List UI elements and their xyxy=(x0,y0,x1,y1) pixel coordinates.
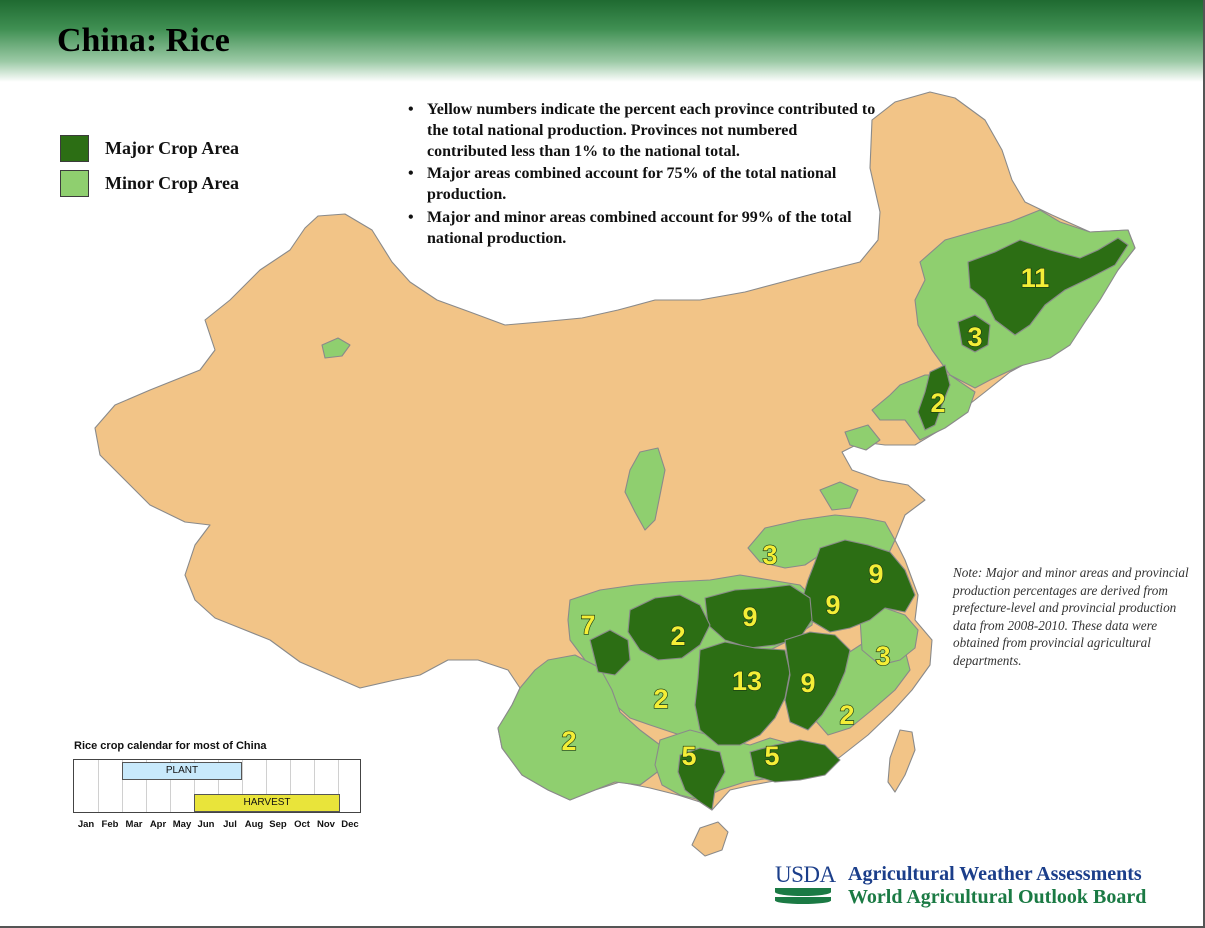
month-label: Oct xyxy=(294,819,310,830)
percent-label-guizhou: 2 xyxy=(653,684,668,714)
frame-edge xyxy=(1203,0,1205,928)
percent-label-guangdong: 5 xyxy=(764,741,779,771)
month-label: Sep xyxy=(269,819,287,830)
minor-crop-swatch xyxy=(60,170,89,197)
calendar-title: Rice crop calendar for most of China xyxy=(74,740,267,752)
calendar-gridline xyxy=(122,760,123,812)
major-crop-regions xyxy=(589,237,1129,811)
calendar-gridline xyxy=(290,760,291,812)
month-label: Dec xyxy=(341,819,359,830)
percent-label-chongqing: 2 xyxy=(670,621,685,651)
percent-label-jiangxi: 9 xyxy=(800,668,815,698)
major-heilongjiang xyxy=(967,237,1129,336)
major-sichuan-west xyxy=(589,629,631,676)
calendar-gridline xyxy=(98,760,99,812)
usda-logo-wave xyxy=(775,888,831,896)
month-label: Nov xyxy=(317,819,335,830)
minor-xinjiang-patch xyxy=(321,337,351,359)
bullet-item: • Major areas combined account for 75% of… xyxy=(408,164,878,206)
percent-label-hunan: 13 xyxy=(732,666,762,696)
percent-label-heilongjiang: 11 xyxy=(1021,263,1050,293)
major-chongqing xyxy=(627,594,711,661)
plant-bar: PLANT xyxy=(122,762,242,780)
month-label: May xyxy=(172,819,192,830)
calendar-gridline xyxy=(218,760,219,812)
percent-labels: 11 3 2 3 9 9 9 3 7 2 13 9 2 2 2 5 5 xyxy=(561,262,1050,771)
percent-label-jiangsu: 9 xyxy=(868,559,883,589)
percent-label-jilin: 3 xyxy=(967,322,982,352)
hainan-island xyxy=(691,821,729,857)
bullet-item: • Major and minor areas combined account … xyxy=(408,208,878,250)
calendar-gridline xyxy=(194,760,195,812)
major-liaoning xyxy=(917,364,951,431)
calendar-gridline xyxy=(170,760,171,812)
major-guangxi xyxy=(677,747,726,811)
month-label: Mar xyxy=(125,819,143,830)
percent-label-liaoning: 2 xyxy=(930,388,945,418)
usda-logo: USDA xyxy=(775,862,836,887)
month-label: Jul xyxy=(223,819,237,830)
month-label: Jun xyxy=(197,819,215,830)
minor-hebei xyxy=(844,424,881,451)
minor-zhejiang xyxy=(859,607,919,666)
major-hubei xyxy=(704,584,813,649)
page-title: China: Rice xyxy=(57,22,230,59)
usda-logo-wave xyxy=(775,897,831,904)
month-label: Feb xyxy=(101,819,119,830)
bullet-dot-icon: • xyxy=(408,208,414,226)
minor-anhui-shandong xyxy=(819,481,859,511)
major-crop-swatch xyxy=(60,135,89,162)
china-rice-map: 11 3 2 3 9 9 9 3 7 2 13 9 2 2 2 5 5 xyxy=(94,91,1136,857)
bullet-text: Major and minor areas combined account f… xyxy=(427,208,852,247)
calendar-gridline xyxy=(242,760,243,812)
minor-ningxia xyxy=(624,447,666,531)
header-banner xyxy=(0,0,1205,82)
percent-label-hubei: 9 xyxy=(742,602,757,632)
minor-yunnan xyxy=(497,654,661,801)
major-jiangsu-anhui xyxy=(801,539,916,633)
month-label: Jan xyxy=(77,819,95,830)
crop-calendar: PLANT HARVEST xyxy=(73,759,361,813)
major-jilin xyxy=(957,314,991,353)
legend-label-major: Major Crop Area xyxy=(105,138,239,158)
legend-label-minor: Minor Crop Area xyxy=(105,173,239,193)
notes-bullets: • Yellow numbers indicate the percent eac… xyxy=(408,100,878,252)
bullet-dot-icon: • xyxy=(408,101,414,118)
agency-name-line1: Agricultural Weather Assessments xyxy=(848,863,1142,885)
bullet-text: Major areas combined account for 75% of … xyxy=(427,165,837,204)
calendar-gridline xyxy=(146,760,147,812)
major-guangdong xyxy=(749,739,841,783)
side-note: Note: Major and minor areas and provinci… xyxy=(953,565,1189,668)
month-label: Aug xyxy=(244,819,264,830)
bullet-item: • Yellow numbers indicate the percent eac… xyxy=(408,100,878,162)
percent-label-anhui: 9 xyxy=(825,590,840,620)
calendar-gridline xyxy=(314,760,315,812)
legend-item-major: Major Crop Area xyxy=(60,135,340,163)
percent-label-yunnan: 2 xyxy=(561,726,576,756)
harvest-bar: HARVEST xyxy=(194,794,340,812)
percent-label-fujian: 2 xyxy=(839,700,854,730)
calendar-gridline xyxy=(266,760,267,812)
percent-label-sichuan: 7 xyxy=(580,610,595,640)
percent-label-guangxi: 5 xyxy=(681,741,696,771)
percent-label-zhejiang: 3 xyxy=(875,641,890,671)
agency-name-line2: World Agricultural Outlook Board xyxy=(848,886,1147,908)
bullet-dot-icon: • xyxy=(408,165,414,183)
calendar-gridline xyxy=(338,760,339,812)
percent-label-henan: 3 xyxy=(762,540,777,570)
frame-edge xyxy=(0,926,1205,928)
major-jiangxi xyxy=(784,631,851,731)
taiwan-island xyxy=(887,729,916,793)
legend-item-minor: Minor Crop Area xyxy=(60,170,340,198)
month-label: Apr xyxy=(149,819,167,830)
major-hunan xyxy=(694,641,791,746)
bullet-text: Yellow numbers indicate the percent each… xyxy=(427,101,876,160)
